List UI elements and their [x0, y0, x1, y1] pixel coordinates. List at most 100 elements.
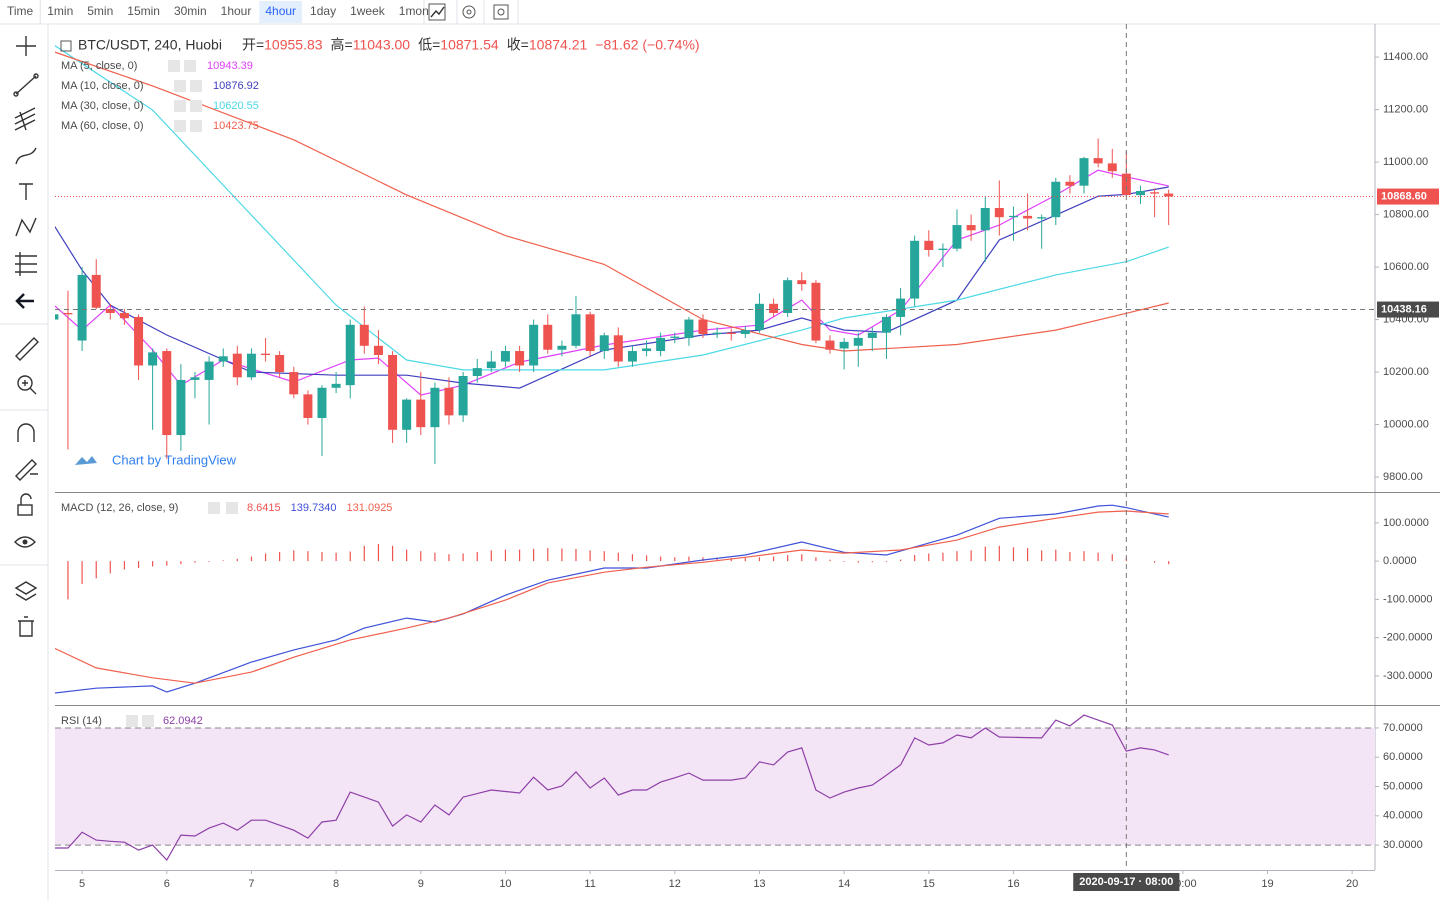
legend-ohlc-value: 10874.21	[529, 37, 588, 53]
y-tick-label: 9800.00	[1383, 471, 1423, 483]
candle-body	[289, 372, 299, 395]
candle-body	[910, 240, 920, 299]
y-tick-label: 100.0000	[1383, 517, 1429, 529]
indicator-line	[55, 45, 1169, 371]
x-tick-label: 12	[669, 878, 681, 890]
ma-legend-name: MA (5, close, 0)	[61, 60, 137, 72]
x-tick-label: 16	[1007, 878, 1019, 890]
candle-body	[1121, 173, 1131, 196]
interval-button[interactable]: 5min	[87, 4, 113, 18]
candle-body	[91, 274, 101, 308]
toolbar	[0, 0, 1440, 24]
candle-body	[345, 324, 355, 386]
watermark-logo	[75, 456, 97, 465]
legend-icon	[226, 502, 238, 514]
watermark-badge	[66, 446, 252, 476]
candle-body	[232, 353, 242, 378]
candle-body	[303, 394, 313, 418]
watermark[interactable]: Chart by TradingView	[112, 452, 237, 467]
candle-body	[1093, 158, 1103, 164]
candle-body	[881, 316, 891, 333]
ma-legend-value: 10620.55	[213, 100, 259, 112]
rsi-pane	[55, 714, 1375, 861]
interval-button[interactable]: 1mon	[399, 4, 429, 18]
candle-body	[63, 312, 73, 315]
interval-button[interactable]: 1hour	[221, 4, 252, 18]
legend-icon	[174, 100, 186, 112]
indicator-line	[55, 510, 1169, 684]
candle-body	[515, 351, 525, 366]
candle-body	[105, 309, 115, 313]
legend-icon	[190, 80, 202, 92]
crosshair-y-badge	[1377, 301, 1439, 318]
price-pane	[55, 45, 1174, 464]
candle-body	[571, 314, 581, 346]
candle-body	[994, 207, 1004, 218]
candle-body	[783, 280, 793, 313]
interval-button[interactable]: 30min	[174, 4, 207, 18]
candle-body	[472, 368, 482, 376]
candle-body	[190, 377, 200, 380]
toolbar-icons[interactable]	[423, 0, 519, 24]
candle-body	[740, 330, 750, 334]
candle-body	[712, 332, 722, 334]
candle-body	[486, 361, 496, 369]
legend-icon	[142, 715, 154, 727]
crosshair-x-badge	[1073, 873, 1180, 891]
x-tick-label: 15	[923, 878, 935, 890]
candle-body	[359, 324, 369, 346]
legend-change: −81.62 (−0.74%)	[595, 37, 699, 53]
candle-body	[416, 399, 426, 428]
x-tick-label: 5	[79, 878, 85, 890]
candle-body	[797, 280, 807, 285]
candle-body	[938, 248, 948, 250]
legend-icon	[126, 715, 138, 727]
candle-body	[684, 319, 694, 338]
y-tick-label: 50.0000	[1383, 780, 1423, 792]
ma-legend-value: 10876.92	[213, 80, 259, 92]
y-tick-label: 11200.00	[1383, 103, 1428, 115]
candle-body	[134, 316, 144, 366]
candle-body	[331, 383, 341, 388]
candle-body	[656, 337, 666, 352]
x-tick-label: 19	[1261, 878, 1273, 890]
y-tick-label: -100.0000	[1383, 593, 1433, 605]
candle-body	[148, 352, 158, 366]
candle-body	[896, 298, 906, 317]
interval-button[interactable]: Time	[7, 4, 34, 18]
y-tick-label: -200.0000	[1383, 632, 1433, 644]
candle-body	[77, 274, 87, 341]
interval-button[interactable]: 1min	[47, 4, 73, 18]
interval-active-bg	[259, 1, 303, 23]
x-tick-label: 10	[499, 878, 511, 890]
candle-body	[55, 314, 59, 320]
drawing-toolbar[interactable]	[0, 36, 48, 637]
ma-legend-name: MA (30, close, 0)	[61, 100, 144, 112]
legend-value: 8.6415	[247, 502, 281, 514]
candle-body	[1008, 215, 1018, 218]
interval-button[interactable]: 15min	[127, 4, 160, 18]
interval-button[interactable]: 1week	[350, 4, 386, 18]
y-tick-label: 11400.00	[1383, 51, 1428, 63]
candle-body	[613, 335, 623, 362]
candle-body	[1065, 181, 1075, 186]
interval-button[interactable]: 4hour	[265, 4, 296, 18]
legend-title: RSI (14)	[61, 715, 102, 727]
candle-body	[162, 351, 172, 436]
y-tick-label: 60.0000	[1383, 751, 1423, 763]
ma-legend-name: MA (10, close, 0)	[61, 80, 144, 92]
interval-button[interactable]: 1day	[310, 4, 336, 18]
legend-ohlc-name: 低=	[418, 37, 440, 53]
candle-body	[1150, 192, 1160, 194]
legend-ohlc-value: 11043.00	[353, 37, 411, 53]
candle-body	[246, 353, 256, 378]
candle-body	[698, 319, 708, 334]
legend-icon	[190, 100, 202, 112]
crosshair-x-label: 2020-09-17 · 08:00	[1079, 876, 1173, 888]
candle-body	[543, 324, 553, 350]
legend-icon	[190, 120, 202, 132]
candle-body	[557, 345, 567, 350]
candle-body	[500, 351, 510, 362]
